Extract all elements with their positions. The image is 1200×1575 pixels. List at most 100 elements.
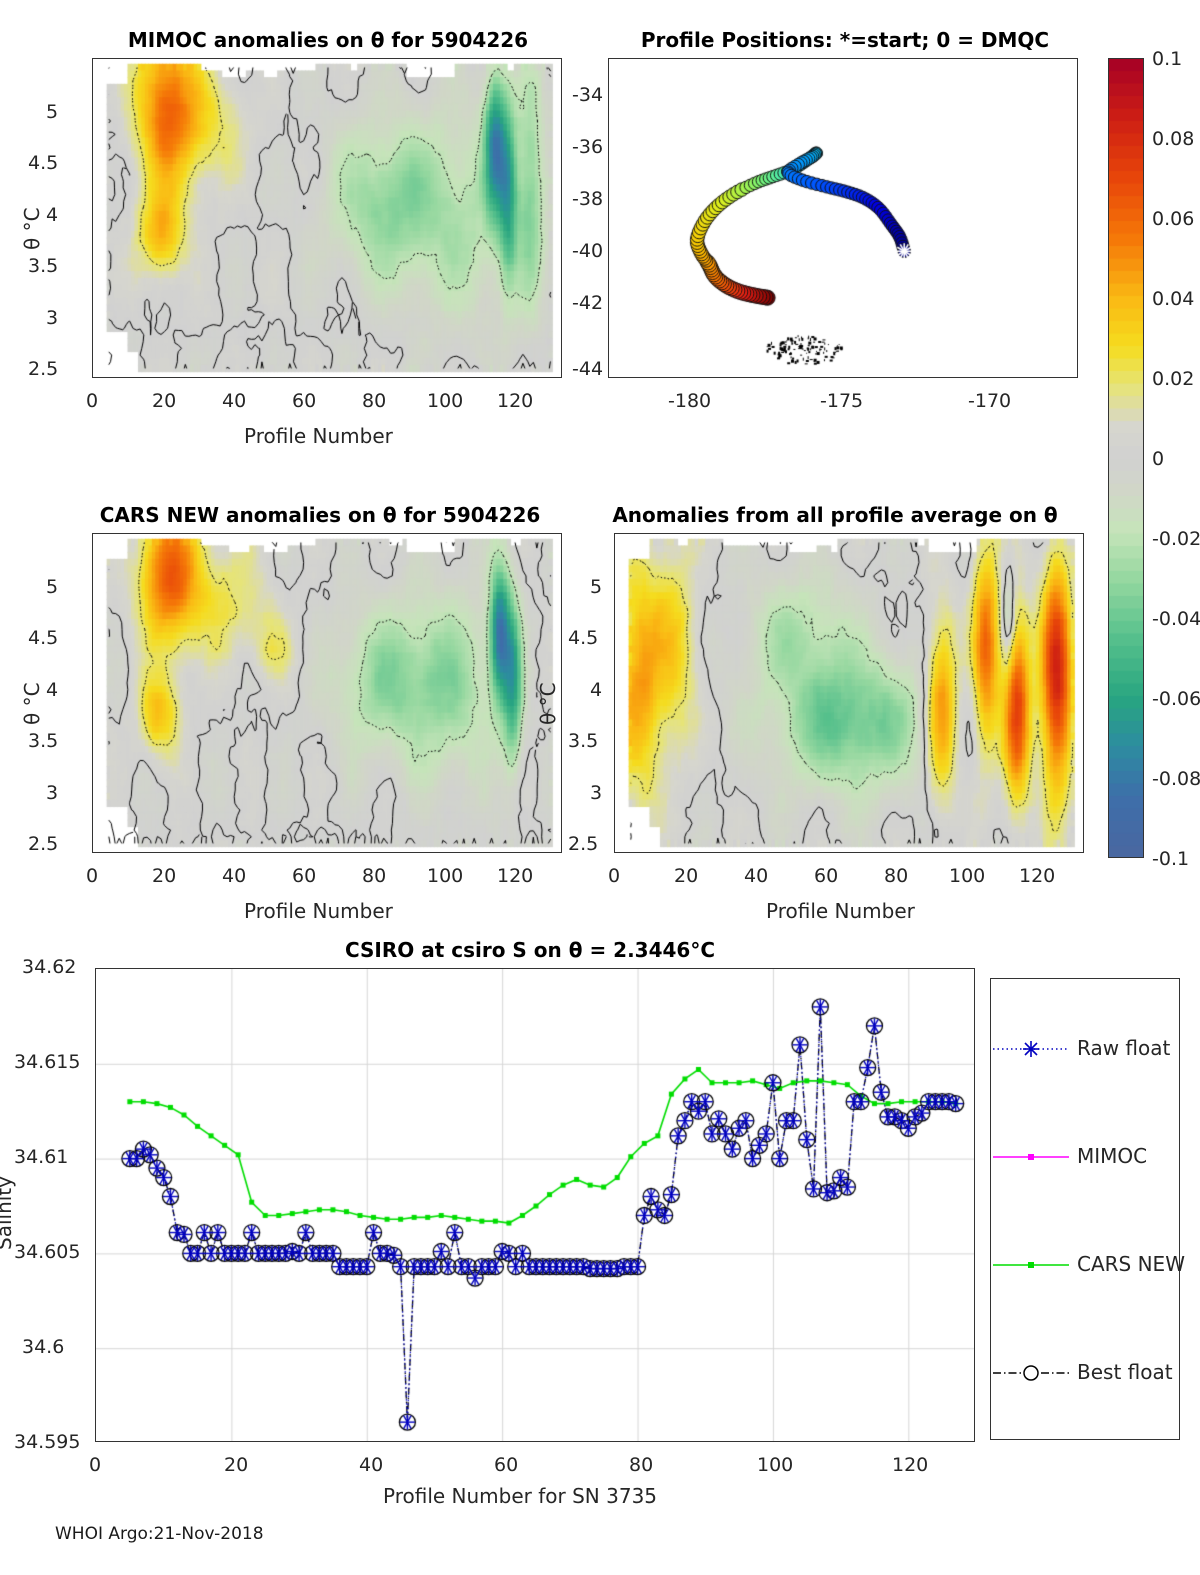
- colorbar-canvas: [1109, 59, 1143, 857]
- pos-ytick-m40: -40: [572, 240, 604, 262]
- profavg-axes: [614, 533, 1084, 853]
- cbar-tick-0: 0.1: [1152, 48, 1183, 70]
- pos-ytick-m36: -36: [572, 136, 604, 158]
- cars-xtick-40: 40: [222, 865, 247, 887]
- mimoc-xaxis-label: Profile Number: [244, 424, 393, 448]
- pavg-xtick-20: 20: [674, 865, 699, 887]
- cars-heatmap-canvas: [93, 534, 561, 852]
- pavg-ytick-4p5: 4.5: [568, 627, 599, 649]
- pavg-xtick-120: 120: [1019, 865, 1056, 887]
- legend-swatch-best-float: [993, 1365, 1069, 1381]
- cars-axes: [92, 533, 562, 853]
- mimoc-axes: [92, 58, 562, 378]
- cars-ytick-4: 4: [46, 679, 59, 701]
- pavg-xtick-80: 80: [884, 865, 909, 887]
- pavg-xtick-100: 100: [949, 865, 986, 887]
- mimoc-xtick-80: 80: [362, 390, 387, 412]
- mimoc-ytick-4p5: 4.5: [28, 152, 59, 174]
- cbar-tick-8: -0.06: [1152, 688, 1200, 710]
- pos-ytick-m34: -34: [572, 84, 604, 106]
- legend-label-mimoc: MIMOC: [1077, 1144, 1148, 1168]
- mimoc-xtick-120: 120: [497, 390, 534, 412]
- legend-item-raw-float[interactable]: Raw float: [991, 1034, 1181, 1064]
- salinity-xaxis-label: Profile Number for SN 3735: [383, 1484, 658, 1508]
- pavg-ytick-2p5: 2.5: [568, 833, 599, 855]
- cars-xtick-120: 120: [497, 865, 534, 887]
- mimoc-xtick-0: 0: [86, 390, 99, 412]
- mimoc-xtick-40: 40: [222, 390, 247, 412]
- sal-xtick-60: 60: [494, 1454, 519, 1476]
- cars-xtick-60: 60: [292, 865, 317, 887]
- legend-swatch-mimoc: [993, 1154, 1069, 1160]
- mimoc-ytick-3p5: 3.5: [28, 255, 59, 277]
- pos-xtick-m170: -170: [968, 390, 1012, 412]
- pos-ytick-m38: -38: [572, 188, 604, 210]
- mimoc-ytick-4: 4: [46, 204, 59, 226]
- cbar-tick-5: 0: [1152, 448, 1165, 470]
- pos-xtick-m180: -180: [668, 390, 712, 412]
- sal-xtick-40: 40: [359, 1454, 384, 1476]
- sal-xtick-0: 0: [89, 1454, 102, 1476]
- pavg-xtick-40: 40: [744, 865, 769, 887]
- sal-ytick-34p605: 34.605: [14, 1241, 81, 1263]
- legend-item-mimoc[interactable]: MIMOC: [991, 1142, 1181, 1172]
- cars-xtick-100: 100: [427, 865, 464, 887]
- mimoc-ytick-5: 5: [46, 101, 59, 123]
- mimoc-panel-title: MIMOC anomalies on θ for 5904226: [127, 28, 529, 52]
- cars-xtick-0: 0: [86, 865, 99, 887]
- sal-ytick-34p61: 34.61: [14, 1146, 69, 1168]
- salinity-panel-title: CSIRO at csiro S on θ = 2.3446°C: [344, 938, 716, 962]
- pavg-xtick-60: 60: [814, 865, 839, 887]
- mimoc-xtick-60: 60: [292, 390, 317, 412]
- cars-ytick-4p5: 4.5: [28, 627, 59, 649]
- positions-axes: [608, 58, 1078, 378]
- colorbar-gradient: [1108, 58, 1144, 858]
- sal-ytick-34p595: 34.595: [14, 1431, 81, 1453]
- sal-xtick-20: 20: [224, 1454, 249, 1476]
- cars-panel-title: CARS NEW anomalies on θ for 5904226: [99, 503, 541, 527]
- mimoc-ytick-2p5: 2.5: [28, 358, 59, 380]
- salinity-legend: Raw float MIMOC CARS NEW Best float: [990, 978, 1185, 1440]
- cbar-tick-3: 0.04: [1152, 288, 1195, 310]
- legend-item-cars-new[interactable]: CARS NEW: [991, 1250, 1185, 1280]
- pavg-xtick-0: 0: [608, 865, 621, 887]
- cars-ytick-5: 5: [46, 576, 59, 598]
- cbar-tick-7: -0.04: [1152, 608, 1200, 630]
- cbar-tick-9: -0.08: [1152, 768, 1200, 790]
- cars-xtick-80: 80: [362, 865, 387, 887]
- figure-footer: WHOI Argo:21-Nov-2018: [55, 1524, 264, 1544]
- legend-swatch-cars-new: [993, 1262, 1069, 1268]
- mimoc-xtick-100: 100: [427, 390, 464, 412]
- legend-label-raw-float: Raw float: [1077, 1036, 1171, 1060]
- sal-xtick-120: 120: [892, 1454, 929, 1476]
- profavg-heatmap-canvas: [615, 534, 1083, 852]
- pos-ytick-m44: -44: [572, 358, 604, 380]
- pavg-ytick-4: 4: [590, 679, 603, 701]
- pos-ytick-m42: -42: [572, 292, 604, 314]
- cars-ytick-2p5: 2.5: [28, 833, 59, 855]
- pavg-yaxis-label: θ °C: [536, 682, 560, 725]
- cbar-tick-4: 0.02: [1152, 368, 1195, 390]
- cars-ytick-3: 3: [46, 782, 59, 804]
- sal-ytick-34p62: 34.62: [22, 956, 77, 978]
- legend-swatch-raw-float: [993, 1041, 1069, 1057]
- positions-panel-title: Profile Positions: *=start; 0 = DMQC: [640, 28, 1050, 52]
- legend-item-best-float[interactable]: Best float: [991, 1358, 1181, 1388]
- cbar-tick-1: 0.08: [1152, 128, 1195, 150]
- mimoc-heatmap-canvas: [93, 59, 561, 377]
- mimoc-xtick-20: 20: [152, 390, 177, 412]
- cars-xtick-20: 20: [152, 865, 177, 887]
- profavg-panel-title: Anomalies from all profile average on θ: [612, 503, 1058, 527]
- mimoc-yaxis-label: θ °C: [20, 207, 44, 250]
- pavg-ytick-3p5: 3.5: [568, 730, 599, 752]
- cars-ytick-3p5: 3.5: [28, 730, 59, 752]
- cars-yaxis-label: θ °C: [20, 682, 44, 725]
- mimoc-ytick-3: 3: [46, 307, 59, 329]
- salinity-axes: [95, 968, 975, 1442]
- cbar-tick-2: 0.06: [1152, 208, 1195, 230]
- sal-ytick-34p6: 34.6: [22, 1336, 65, 1358]
- cbar-tick-6: -0.02: [1152, 528, 1200, 550]
- cars-xaxis-label: Profile Number: [244, 899, 393, 923]
- pavg-ytick-5: 5: [590, 576, 603, 598]
- sal-xtick-100: 100: [757, 1454, 794, 1476]
